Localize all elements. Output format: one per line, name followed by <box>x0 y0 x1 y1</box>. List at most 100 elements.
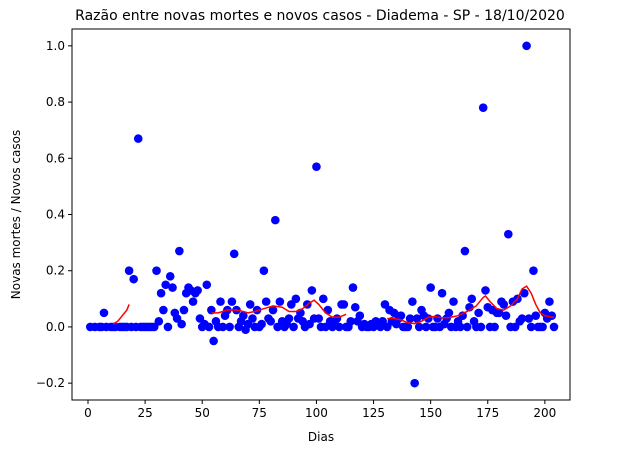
data-point <box>216 297 225 306</box>
x-tick-label: 200 <box>533 406 556 420</box>
data-point <box>520 288 529 298</box>
data-point <box>193 286 202 295</box>
chart-title: Razão entre novas mortes e novos casos -… <box>75 8 565 24</box>
data-point <box>412 314 422 323</box>
data-point <box>437 288 447 298</box>
y-tick-label: 0.6 <box>46 151 65 165</box>
data-point <box>476 322 486 332</box>
x-tick-label: 125 <box>362 406 385 420</box>
data-point <box>426 283 435 292</box>
data-point <box>504 229 513 239</box>
data-point <box>456 322 465 332</box>
data-point <box>478 103 488 112</box>
data-point <box>494 308 504 318</box>
moving-average-line <box>387 285 555 325</box>
data-point <box>227 297 237 306</box>
y-tick-label: 0.8 <box>46 95 65 109</box>
data-point <box>312 162 321 172</box>
data-point <box>159 305 168 315</box>
data-point <box>225 322 234 332</box>
data-point <box>403 322 413 332</box>
moving-average-line <box>211 299 347 318</box>
data-point <box>307 286 317 295</box>
x-tick-label: 150 <box>419 406 442 420</box>
data-point <box>266 317 276 326</box>
data-point <box>245 300 255 309</box>
data-point <box>444 308 454 318</box>
data-point <box>332 314 342 323</box>
data-point <box>517 314 527 323</box>
data-point <box>268 305 278 315</box>
x-tick-label: 100 <box>305 406 328 420</box>
data-point <box>545 297 554 306</box>
data-point <box>129 274 138 284</box>
x-tick-label: 75 <box>252 406 267 420</box>
data-point <box>462 322 472 332</box>
data-point <box>538 322 547 332</box>
data-point <box>133 134 143 143</box>
data-point <box>275 297 285 306</box>
data-point <box>124 266 134 276</box>
data-point <box>152 266 161 276</box>
data-point <box>350 302 360 312</box>
data-point <box>99 308 109 318</box>
y-tick-label: 0.0 <box>46 320 65 334</box>
x-tick-label: 25 <box>137 406 152 420</box>
data-point <box>257 319 266 329</box>
data-point <box>355 311 365 320</box>
data-point <box>408 297 417 306</box>
data-point <box>421 322 431 332</box>
data-point <box>481 286 490 295</box>
data-point <box>248 314 257 323</box>
moving-average-line <box>112 304 130 325</box>
data-point <box>239 311 248 320</box>
data-point <box>161 280 170 290</box>
data-point <box>334 322 344 332</box>
data-point <box>526 322 536 332</box>
data-point <box>154 317 164 326</box>
data-point <box>156 288 166 298</box>
data-point <box>259 266 269 276</box>
data-point <box>531 311 541 320</box>
data-point <box>175 246 184 256</box>
y-tick-label: 0.4 <box>46 208 65 222</box>
data-point <box>202 280 212 290</box>
x-tick-label: 50 <box>195 406 210 420</box>
data-point <box>490 322 499 332</box>
data-point <box>168 283 177 292</box>
data-point <box>549 322 559 332</box>
y-axis: −0.2 0.0 0.2 0.4 0.6 0.8 1.0 <box>36 39 72 390</box>
data-point <box>501 311 511 320</box>
data-point <box>547 311 557 320</box>
data-point <box>163 322 173 332</box>
data-point <box>499 300 509 309</box>
data-point <box>204 322 214 332</box>
data-point <box>177 319 186 329</box>
data-point <box>414 322 424 332</box>
data-point <box>433 314 442 323</box>
y-tick-label: −0.2 <box>36 376 65 390</box>
x-tick-label: 175 <box>476 406 499 420</box>
data-point <box>467 294 477 304</box>
data-point <box>271 215 280 225</box>
data-point <box>261 297 271 306</box>
data-point <box>396 311 406 320</box>
data-point <box>289 322 298 332</box>
data-point <box>284 314 294 323</box>
x-axis: 0 25 50 75 100 125 150 175 200 <box>84 400 556 420</box>
data-point <box>529 266 538 276</box>
data-point <box>524 314 534 323</box>
data-point <box>474 308 483 318</box>
data-point <box>348 283 358 292</box>
data-point <box>522 41 531 51</box>
y-axis-label: Novas mortes / Novos casos <box>9 130 23 299</box>
y-tick-label: 1.0 <box>46 39 65 53</box>
data-point <box>179 305 189 315</box>
data-point <box>188 297 198 306</box>
data-point <box>460 246 470 256</box>
data-point <box>209 336 218 346</box>
data-point <box>229 249 239 259</box>
data-point <box>165 272 175 281</box>
